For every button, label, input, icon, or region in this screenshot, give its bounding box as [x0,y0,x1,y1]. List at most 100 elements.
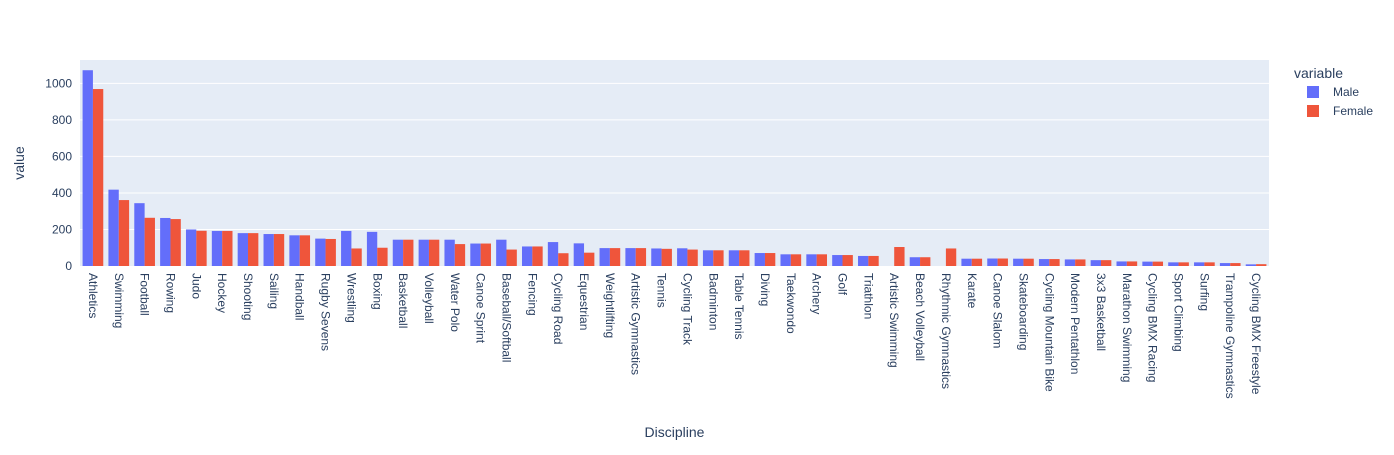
bar-female[interactable] [609,248,621,266]
bar-male[interactable] [961,258,972,266]
bar-female[interactable] [1256,264,1267,266]
legend-swatch-male[interactable] [1307,86,1319,98]
bar-female[interactable] [1075,259,1086,266]
bar-male[interactable] [1245,264,1257,266]
bar-male[interactable] [1168,262,1179,266]
bar-female[interactable] [273,234,285,266]
bar-male[interactable] [341,230,352,266]
bar-female[interactable] [868,255,879,266]
bar-female[interactable] [1152,261,1164,266]
bar-male[interactable] [702,250,714,266]
bar-male[interactable] [1064,259,1076,266]
bar-female[interactable] [428,239,440,266]
bar-female[interactable] [403,239,414,266]
bar-male[interactable] [780,254,791,266]
bar-male[interactable] [677,248,688,266]
bar-female[interactable] [196,230,207,266]
bar-female[interactable] [558,253,569,266]
bar-male[interactable] [134,203,145,266]
bar-male[interactable] [625,248,636,266]
bar-female[interactable] [299,235,311,266]
bar-female[interactable] [1204,262,1215,266]
bar-female[interactable] [1230,263,1241,266]
bar-male[interactable] [444,239,455,266]
bar-female[interactable] [1049,259,1060,266]
bar-female[interactable] [1178,262,1189,266]
bar-female[interactable] [687,249,698,266]
bar-male[interactable] [599,248,610,266]
bar-female[interactable] [764,253,776,266]
x-tick-labels: Athletics Swimming Football Rowing Judo Hocke… [86,273,1263,399]
bar-female[interactable] [584,252,595,266]
bar-male[interactable] [832,255,843,266]
bar-female[interactable] [454,244,466,266]
bar-female[interactable] [816,254,828,266]
bar-male[interactable] [858,255,869,266]
bar-male[interactable] [1219,263,1231,266]
x-tick-label: Handball [293,273,307,320]
bar-male[interactable] [909,257,921,266]
bar-female[interactable] [506,249,517,266]
bar-male[interactable] [521,246,533,266]
bar-male[interactable] [211,230,223,266]
bar-male[interactable] [108,189,119,266]
bar-female[interactable] [971,258,983,266]
bar-male[interactable] [366,231,378,266]
bar-female[interactable] [222,230,233,266]
bar-male[interactable] [185,229,197,266]
bar-female[interactable] [144,217,155,266]
bar-female[interactable] [351,248,362,266]
bar-female[interactable] [480,243,491,266]
bar-male[interactable] [573,243,585,266]
bar-female[interactable] [1023,258,1034,266]
bar-male[interactable] [418,239,429,266]
x-tick-label: Modern Pentathlon [1068,273,1082,374]
bar-male[interactable] [263,234,274,266]
bar-female[interactable] [1126,261,1138,266]
bar-male[interactable] [237,233,249,266]
bar-male[interactable] [1116,261,1127,266]
bar-male[interactable] [496,239,507,266]
bar-female[interactable] [325,238,336,266]
bar-male[interactable] [289,235,300,266]
x-tick-label: Trampoline Gymnastics [1223,273,1237,399]
y-tick-label: 200 [52,222,72,236]
bar-female[interactable] [170,219,181,266]
bar-male[interactable] [470,243,481,266]
bar-female[interactable] [635,248,647,266]
bar-female[interactable] [1100,260,1112,266]
bar-male[interactable] [160,217,171,266]
bar-female[interactable] [377,247,388,266]
bar-male[interactable] [1013,258,1024,266]
bar-female[interactable] [661,248,672,266]
bar-male[interactable] [754,253,765,266]
legend-label-female[interactable]: Female [1333,104,1373,118]
bar-male[interactable] [806,254,817,266]
bar-male[interactable] [1038,259,1050,266]
bar-female[interactable] [532,246,543,266]
bar-female[interactable] [248,233,259,266]
bar-male[interactable] [987,258,998,266]
bar-male[interactable] [315,238,326,266]
bar-female[interactable] [92,89,104,266]
bar-male[interactable] [547,242,559,266]
bar-female[interactable] [713,250,724,266]
bar-male[interactable] [728,250,740,266]
legend-swatch-female[interactable] [1307,105,1319,117]
bar-male[interactable] [651,248,662,266]
bar-male[interactable] [1194,262,1205,266]
bar-female[interactable] [997,258,1008,266]
bar-female[interactable] [790,254,802,266]
bar-female[interactable] [842,255,853,266]
bar-female[interactable] [920,257,931,266]
bar-male[interactable] [82,70,93,266]
bar-female[interactable] [945,248,957,266]
bar-male[interactable] [1142,261,1153,266]
bar-female[interactable] [739,250,750,266]
bar-female[interactable] [894,247,905,266]
legend-label-male[interactable]: Male [1333,85,1359,99]
bar-female[interactable] [118,200,130,266]
bar-male[interactable] [392,239,404,266]
x-tick-label: Beach Volleyball [913,273,927,361]
bar-male[interactable] [1090,260,1101,266]
